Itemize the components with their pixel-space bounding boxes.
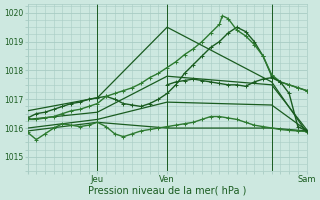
- X-axis label: Pression niveau de la mer( hPa ): Pression niveau de la mer( hPa ): [88, 186, 246, 196]
